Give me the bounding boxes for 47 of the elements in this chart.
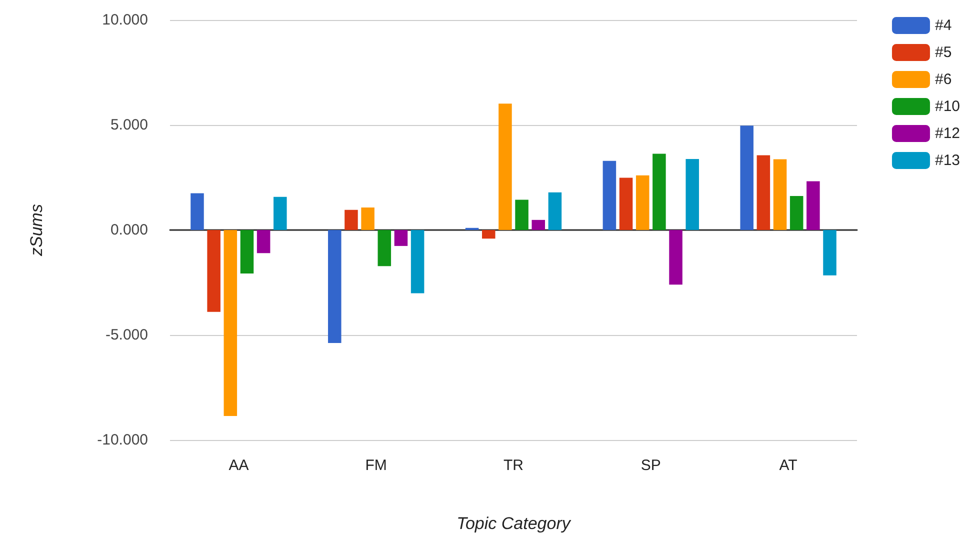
bar (328, 230, 342, 343)
y-tick-label: -10.000 (97, 432, 148, 448)
bar (823, 230, 836, 276)
legend-label: #13 (934, 152, 960, 169)
bar (482, 230, 496, 239)
x-tick-label: TR (504, 457, 524, 474)
bar (515, 200, 528, 230)
bar (652, 154, 666, 230)
bar (256, 230, 270, 254)
bar (190, 193, 204, 230)
x-axis-title: Topic Category (456, 514, 572, 533)
bar (773, 159, 787, 230)
bar (548, 192, 562, 230)
bar (224, 230, 238, 416)
bar (669, 230, 682, 285)
y-tick-label: 0.000 (110, 222, 148, 238)
x-tick-label: FM (365, 457, 387, 474)
bar (240, 230, 254, 274)
x-tick-label: SP (640, 457, 661, 474)
legend-label: #4 (934, 17, 952, 34)
y-tick-label: 5.000 (110, 116, 148, 134)
legend-label: #12 (934, 125, 960, 142)
legend-label: #5 (934, 44, 952, 61)
bar (207, 230, 220, 312)
bar (686, 159, 699, 230)
x-tick-label: AT (779, 457, 798, 474)
bar (410, 230, 424, 294)
bar (806, 181, 820, 230)
bar (361, 208, 374, 230)
legend-label: #10 (934, 98, 960, 115)
bar (378, 230, 392, 266)
bar (274, 196, 287, 230)
bar (532, 220, 546, 230)
y-tick-label: 10.000 (102, 12, 148, 28)
bar (498, 104, 512, 230)
x-tick-label: AA (228, 457, 249, 474)
bar (756, 155, 770, 230)
bar (790, 196, 804, 230)
legend-label: #6 (934, 71, 952, 88)
bar (394, 230, 408, 246)
y-axis-title: zSums (27, 204, 46, 257)
bar (619, 178, 633, 230)
bar (602, 160, 616, 230)
bar (344, 210, 358, 230)
bar (636, 175, 650, 230)
y-tick-label: -5.000 (105, 326, 148, 344)
bar (740, 126, 754, 230)
